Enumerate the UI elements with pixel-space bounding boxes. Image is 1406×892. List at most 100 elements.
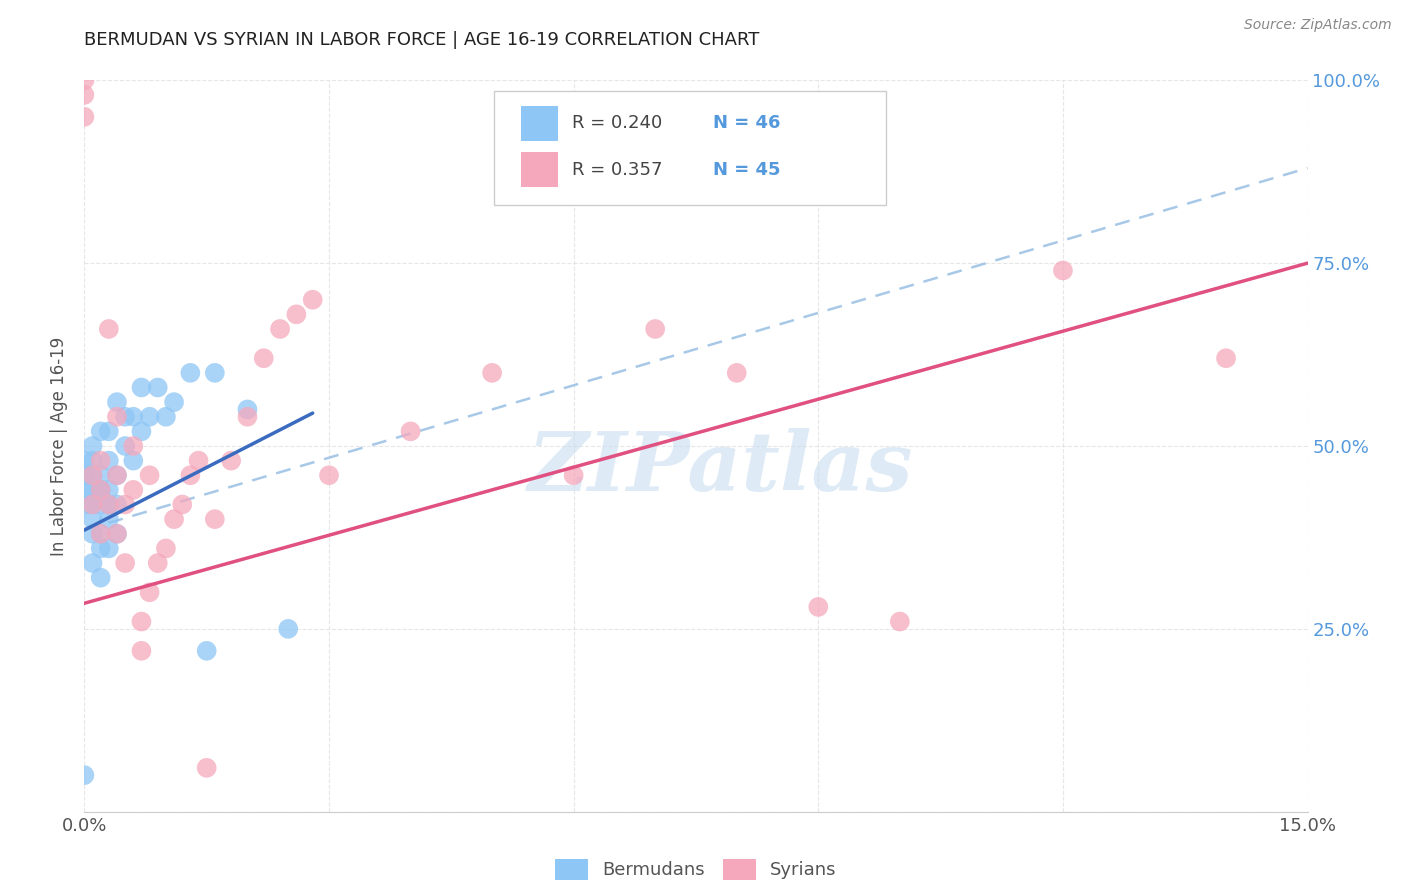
Point xyxy=(131,380,153,394)
Point xyxy=(138,409,160,424)
Point xyxy=(481,366,503,380)
Point xyxy=(269,322,291,336)
Point xyxy=(163,512,186,526)
Bar xyxy=(522,153,558,187)
Point xyxy=(131,425,153,439)
Point xyxy=(90,483,112,497)
Point xyxy=(90,541,112,556)
Point xyxy=(1215,351,1237,366)
Point xyxy=(301,293,323,307)
Point xyxy=(105,468,128,483)
Point xyxy=(219,453,242,467)
Point xyxy=(204,512,226,526)
Point xyxy=(73,768,96,782)
Point xyxy=(97,512,120,526)
Point xyxy=(105,468,128,483)
Point xyxy=(138,468,160,483)
Point xyxy=(105,395,128,409)
Point xyxy=(90,498,112,512)
Point xyxy=(114,556,136,570)
Point xyxy=(146,380,169,394)
Point xyxy=(277,622,299,636)
Point xyxy=(82,498,104,512)
Text: N = 45: N = 45 xyxy=(713,161,780,179)
Point xyxy=(187,453,209,467)
Point xyxy=(82,483,104,497)
Text: R = 0.240: R = 0.240 xyxy=(572,114,662,133)
Point xyxy=(97,322,120,336)
Point xyxy=(114,498,136,512)
Point xyxy=(82,468,104,483)
Point xyxy=(155,409,177,424)
Bar xyxy=(522,106,558,141)
Point xyxy=(122,483,145,497)
Point xyxy=(807,599,830,614)
Point xyxy=(90,571,112,585)
Point xyxy=(82,468,104,483)
Point xyxy=(73,110,96,124)
Point xyxy=(82,556,104,570)
Point xyxy=(97,498,120,512)
Point xyxy=(138,585,160,599)
Point xyxy=(163,395,186,409)
Text: R = 0.357: R = 0.357 xyxy=(572,161,662,179)
Y-axis label: In Labor Force | Age 16-19: In Labor Force | Age 16-19 xyxy=(51,336,69,556)
Point xyxy=(90,453,112,467)
Point xyxy=(73,87,96,102)
Point xyxy=(1052,263,1074,277)
Text: BERMUDAN VS SYRIAN IN LABOR FORCE | AGE 16-19 CORRELATION CHART: BERMUDAN VS SYRIAN IN LABOR FORCE | AGE … xyxy=(84,31,759,49)
Point xyxy=(82,439,104,453)
Point xyxy=(114,409,136,424)
Point xyxy=(90,468,112,483)
Point xyxy=(90,483,112,497)
Point xyxy=(82,453,104,467)
Point xyxy=(131,644,153,658)
Point xyxy=(236,402,259,417)
Point xyxy=(195,644,218,658)
Point xyxy=(399,425,422,439)
Point xyxy=(105,526,128,541)
Point xyxy=(122,439,145,453)
Point xyxy=(179,468,201,483)
Point xyxy=(97,483,120,497)
Text: N = 46: N = 46 xyxy=(713,114,780,133)
Point xyxy=(318,468,340,483)
FancyBboxPatch shape xyxy=(494,91,886,204)
Point xyxy=(122,453,145,467)
Point xyxy=(73,453,96,467)
Point xyxy=(97,425,120,439)
Point xyxy=(90,526,112,541)
Point xyxy=(97,453,120,467)
Point xyxy=(90,425,112,439)
Point xyxy=(82,512,104,526)
Legend: Bermudans, Syrians: Bermudans, Syrians xyxy=(548,852,844,887)
Point xyxy=(122,409,145,424)
Point xyxy=(105,526,128,541)
Point xyxy=(97,498,120,512)
Point xyxy=(172,498,194,512)
Point xyxy=(155,541,177,556)
Point xyxy=(236,409,259,424)
Point xyxy=(105,498,128,512)
Point xyxy=(90,526,112,541)
Point xyxy=(195,761,218,775)
Text: Source: ZipAtlas.com: Source: ZipAtlas.com xyxy=(1244,18,1392,32)
Point xyxy=(725,366,748,380)
Point xyxy=(73,73,96,87)
Point xyxy=(889,615,911,629)
Point xyxy=(644,322,666,336)
Point xyxy=(204,366,226,380)
Point xyxy=(90,483,112,497)
Point xyxy=(562,468,585,483)
Point xyxy=(73,498,96,512)
Point xyxy=(131,615,153,629)
Point xyxy=(105,409,128,424)
Point xyxy=(253,351,276,366)
Point xyxy=(285,307,308,321)
Point xyxy=(146,556,169,570)
Point xyxy=(73,468,96,483)
Point xyxy=(82,526,104,541)
Text: ZIPatlas: ZIPatlas xyxy=(527,428,912,508)
Point xyxy=(97,541,120,556)
Point xyxy=(82,498,104,512)
